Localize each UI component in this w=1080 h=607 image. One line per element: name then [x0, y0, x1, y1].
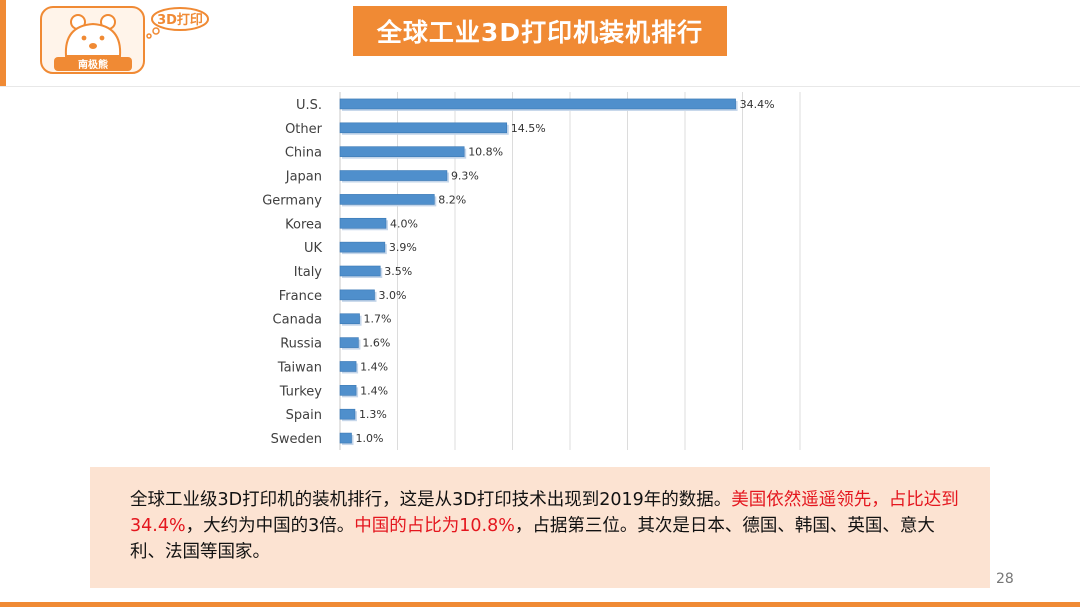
- data-label: 3.0%: [379, 289, 407, 302]
- data-label: 1.3%: [359, 408, 387, 421]
- bar: [339, 361, 357, 372]
- category-label: Turkey: [279, 384, 323, 399]
- logo-brand-text: 南极熊: [78, 58, 108, 71]
- bar: [339, 432, 352, 444]
- data-label: 1.0%: [356, 432, 384, 445]
- bar: [339, 98, 736, 110]
- category-label: Italy: [294, 265, 323, 280]
- logo-bubble-text: 3D打印: [157, 12, 203, 28]
- slide-title: 全球工业3D打印机装机排行: [353, 6, 727, 56]
- bar: [339, 217, 387, 229]
- bar: [339, 289, 375, 301]
- bar: [339, 313, 360, 325]
- bar: [339, 170, 448, 181]
- header-divider: [0, 86, 1080, 87]
- category-label: Other: [285, 122, 323, 137]
- summary-highlight-us: 美国依然遥遥领先，占比达到34.4%: [130, 490, 959, 536]
- chart-labels: U.S. 34.4% Other 14.5% China 10.8% Japan 9.3% Ge…: [262, 98, 774, 447]
- chart-bars: [339, 98, 738, 446]
- bubble-dot-large: [152, 27, 160, 35]
- category-label: UK: [304, 241, 323, 256]
- category-label: Germany: [262, 193, 322, 208]
- data-label: 4.0%: [390, 217, 418, 230]
- data-label: 10.8%: [468, 146, 503, 159]
- category-label: Canada: [273, 313, 322, 328]
- data-label: 9.3%: [451, 170, 479, 183]
- summary-text-part3: ，占据第三位。其次是日本、德国、韩国、英国、意大利、法国等国家。: [130, 516, 935, 562]
- bubble-dot-small: [146, 33, 152, 39]
- left-accent-bar: [0, 0, 6, 86]
- category-label: Japan: [285, 170, 322, 185]
- category-label: Korea: [285, 217, 322, 232]
- category-label: Taiwan: [277, 360, 322, 375]
- summary-highlight-china: 中国的占比为10.8%: [354, 516, 515, 536]
- slide-title-text: 全球工业3D打印机装机排行: [376, 18, 704, 47]
- bar: [339, 194, 435, 205]
- speech-bubble-icon: [151, 7, 209, 31]
- data-label: 34.4%: [740, 98, 775, 111]
- data-label: 3.9%: [389, 241, 417, 254]
- logo: 南极熊 3D打印: [40, 6, 209, 74]
- data-label: 1.6%: [362, 337, 390, 350]
- bear-icon: [64, 14, 122, 57]
- logo-brand-strip: [54, 57, 132, 71]
- bottom-accent-rule: [0, 602, 1080, 607]
- summary-text-part1: 全球工业级3D打印机的装机排行，这是从3D打印技术出现到2019年的数据。: [130, 490, 732, 510]
- data-label: 14.5%: [511, 122, 546, 135]
- category-label: U.S.: [296, 98, 322, 113]
- category-label: Sweden: [271, 432, 322, 447]
- page-number: 28: [996, 571, 1014, 587]
- bar: [339, 146, 465, 157]
- bar: [339, 408, 356, 420]
- category-label: Russia: [280, 337, 322, 352]
- data-label: 8.2%: [438, 193, 466, 206]
- installation-ranking-chart: U.S. 34.4% Other 14.5% China 10.8% Japan 9.3% Ge…: [262, 92, 801, 450]
- bar: [339, 337, 359, 348]
- category-label: Spain: [286, 408, 322, 423]
- summary-text-box: 全球工业级3D打印机的装机排行，这是从3D打印技术出现到2019年的数据。美国依…: [90, 467, 990, 588]
- category-label: France: [279, 289, 322, 304]
- summary-text-part2: ，大约为中国的3倍。: [185, 516, 355, 536]
- data-label: 1.4%: [360, 360, 388, 373]
- bar: [339, 265, 381, 277]
- data-label: 1.7%: [364, 313, 392, 326]
- bar: [339, 241, 386, 253]
- category-label: China: [285, 146, 322, 161]
- data-label: 3.5%: [384, 265, 412, 278]
- data-label: 1.4%: [360, 384, 388, 397]
- bar: [339, 122, 508, 134]
- bar: [339, 385, 357, 396]
